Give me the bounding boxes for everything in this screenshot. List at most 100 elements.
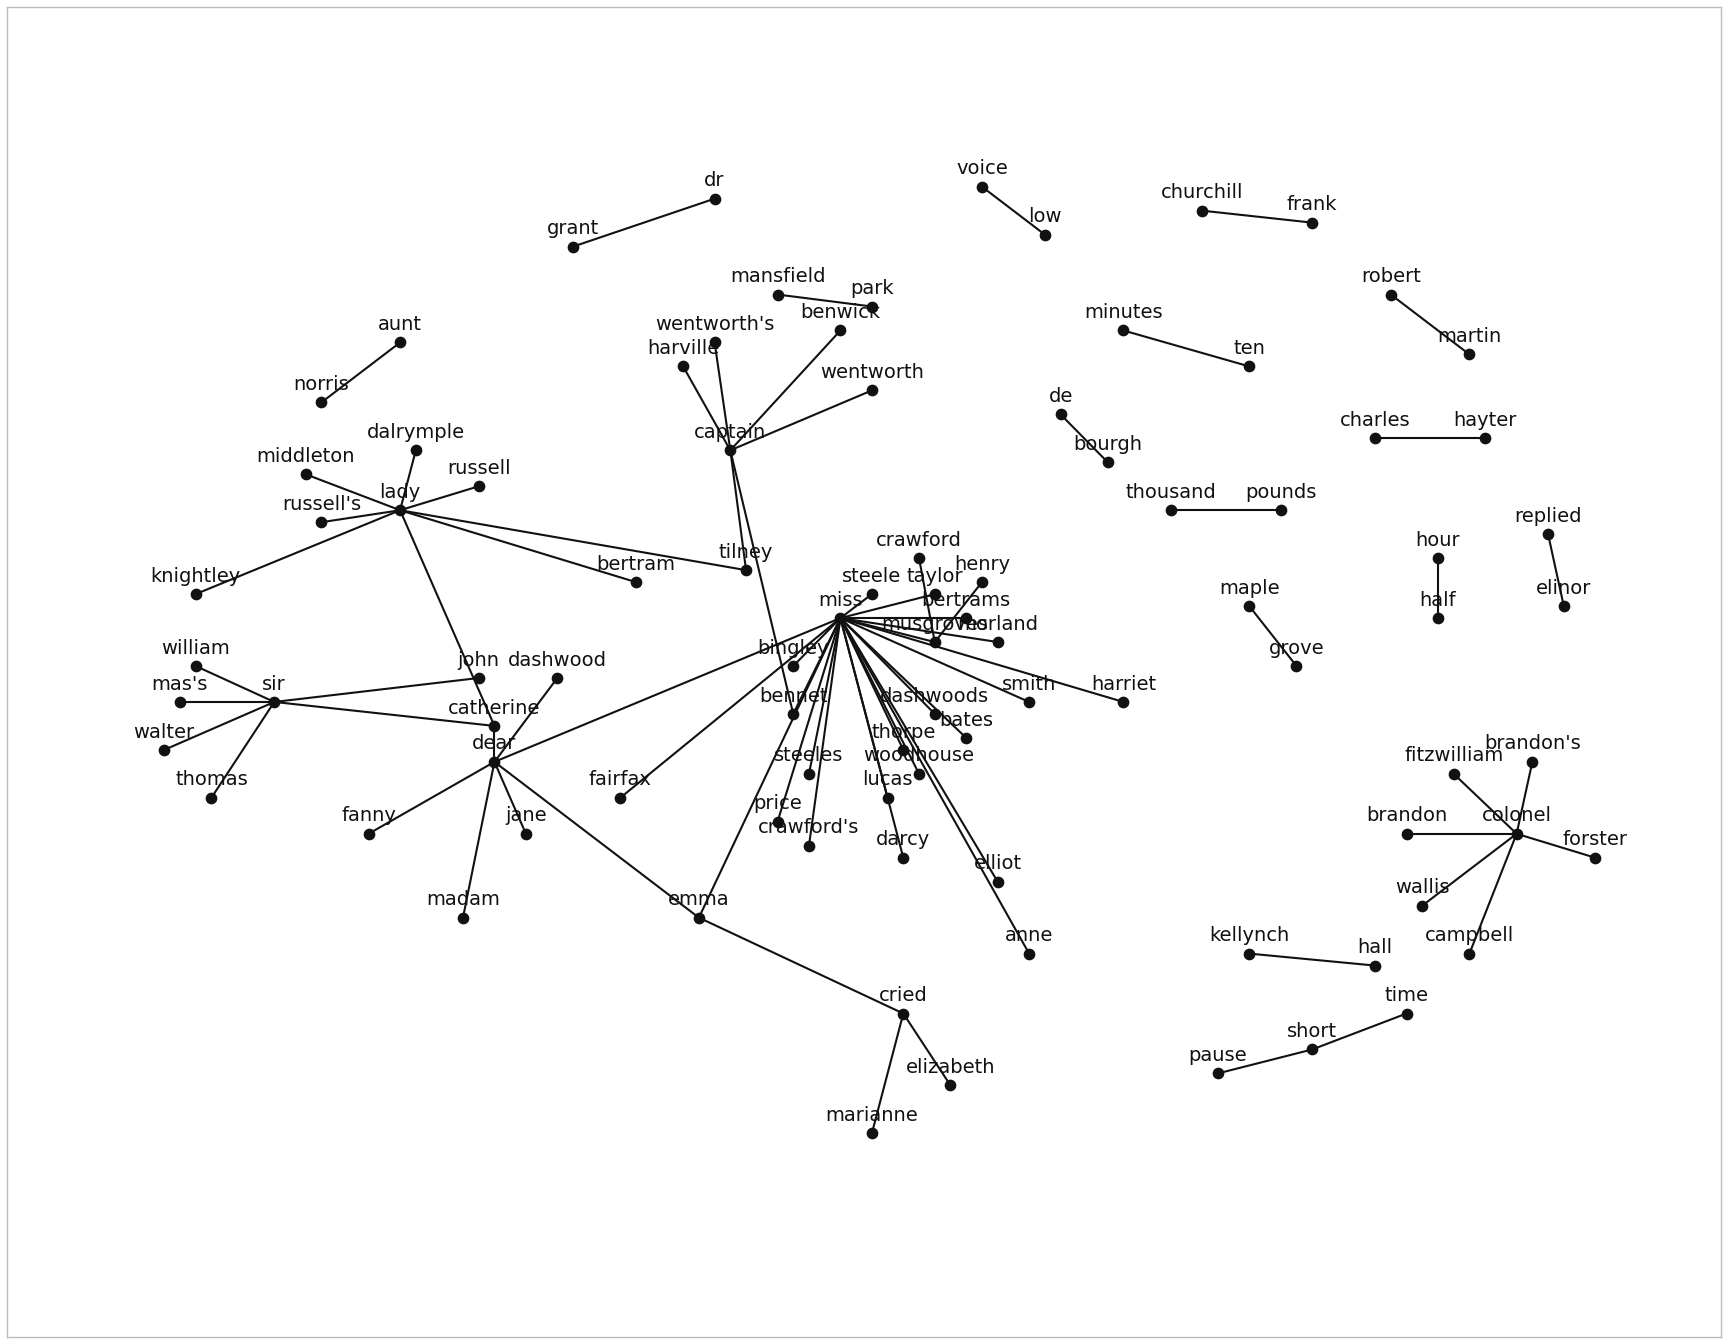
Text: price: price	[753, 794, 802, 813]
Text: dalrymple: dalrymple	[366, 423, 465, 442]
Point	[795, 763, 823, 785]
Point	[1298, 212, 1325, 234]
Point	[387, 332, 415, 353]
Text: taylor: taylor	[907, 567, 962, 586]
Point	[1236, 595, 1263, 617]
Point	[1156, 500, 1184, 521]
Text: marianne: marianne	[826, 1106, 918, 1125]
Point	[733, 559, 760, 581]
Text: dr: dr	[705, 171, 724, 191]
Point	[764, 810, 791, 832]
Point	[968, 176, 995, 198]
Text: william: william	[161, 638, 230, 657]
Text: churchill: churchill	[1161, 183, 1244, 202]
Point	[826, 607, 854, 629]
Text: harriet: harriet	[1090, 675, 1156, 694]
Text: dashwoods: dashwoods	[880, 687, 990, 706]
Text: forster: forster	[1562, 831, 1628, 849]
Text: wentworth: wentworth	[819, 363, 924, 382]
Text: crawford: crawford	[876, 531, 962, 550]
Text: harville: harville	[646, 339, 719, 358]
Point	[354, 823, 382, 844]
Text: bertrams: bertrams	[921, 591, 1011, 610]
Text: jane: jane	[505, 806, 546, 825]
Point	[669, 356, 696, 378]
Point	[1032, 224, 1059, 246]
Text: pounds: pounds	[1246, 482, 1317, 501]
Point	[1282, 656, 1310, 677]
Point	[983, 632, 1011, 653]
Point	[181, 583, 209, 605]
Text: tilney: tilney	[719, 543, 772, 562]
Text: thorpe: thorpe	[871, 723, 935, 742]
Text: bertram: bertram	[596, 555, 676, 574]
Text: robert: robert	[1362, 267, 1420, 286]
Point	[1519, 751, 1547, 773]
Text: woodhouse: woodhouse	[864, 746, 975, 766]
Text: lucas: lucas	[862, 770, 912, 789]
Text: frank: frank	[1287, 195, 1337, 214]
Point	[1455, 344, 1483, 366]
Point	[1109, 320, 1137, 341]
Point	[1471, 427, 1498, 449]
Text: captain: captain	[695, 423, 767, 442]
Point	[905, 547, 933, 569]
Point	[983, 871, 1011, 892]
Text: brandon: brandon	[1365, 806, 1446, 825]
Point	[197, 788, 225, 809]
Point	[480, 751, 508, 773]
Point	[1298, 1039, 1325, 1060]
Text: minutes: minutes	[1083, 304, 1163, 323]
Text: bennet: bennet	[759, 687, 828, 706]
Text: emma: emma	[669, 890, 729, 910]
Text: cried: cried	[880, 986, 928, 1005]
Point	[952, 607, 980, 629]
Text: aunt: aunt	[378, 314, 422, 335]
Point	[968, 571, 995, 593]
Point	[1016, 691, 1044, 712]
Point	[1408, 895, 1436, 917]
Point	[1109, 691, 1137, 712]
Text: grant: grant	[548, 219, 600, 238]
Text: henry: henry	[954, 555, 1009, 574]
Point	[874, 788, 902, 809]
Text: bourgh: bourgh	[1073, 435, 1142, 454]
Text: half: half	[1420, 591, 1457, 610]
Point	[905, 763, 933, 785]
Text: benwick: benwick	[800, 304, 881, 323]
Point	[1016, 943, 1044, 965]
Point	[607, 788, 634, 809]
Text: norris: norris	[294, 375, 349, 394]
Text: elliot: elliot	[973, 855, 1021, 874]
Text: park: park	[850, 280, 893, 298]
Point	[1534, 523, 1562, 544]
Text: steeles: steeles	[774, 746, 843, 766]
Text: musgroves: musgroves	[881, 614, 988, 633]
Text: knightley: knightley	[150, 567, 240, 586]
Point	[544, 667, 572, 688]
Text: wallis: wallis	[1394, 878, 1450, 898]
Point	[1439, 763, 1467, 785]
Text: mas's: mas's	[152, 675, 207, 694]
Point	[1424, 607, 1452, 629]
Text: darcy: darcy	[876, 831, 930, 849]
Point	[403, 439, 430, 461]
Point	[859, 1122, 886, 1144]
Point	[150, 739, 178, 761]
Text: dashwood: dashwood	[508, 650, 607, 669]
Text: bingley: bingley	[757, 638, 829, 657]
Point	[292, 464, 320, 485]
Point	[1503, 823, 1531, 844]
Point	[1204, 1063, 1232, 1085]
Point	[1047, 403, 1075, 425]
Point	[890, 739, 918, 761]
Point	[859, 296, 886, 317]
Point	[859, 583, 886, 605]
Text: dear: dear	[472, 734, 517, 754]
Text: colonel: colonel	[1481, 806, 1552, 825]
Text: steele: steele	[842, 567, 902, 586]
Point	[779, 703, 807, 724]
Text: russell's: russell's	[282, 495, 361, 513]
Text: low: low	[1028, 207, 1061, 226]
Point	[1362, 954, 1389, 976]
